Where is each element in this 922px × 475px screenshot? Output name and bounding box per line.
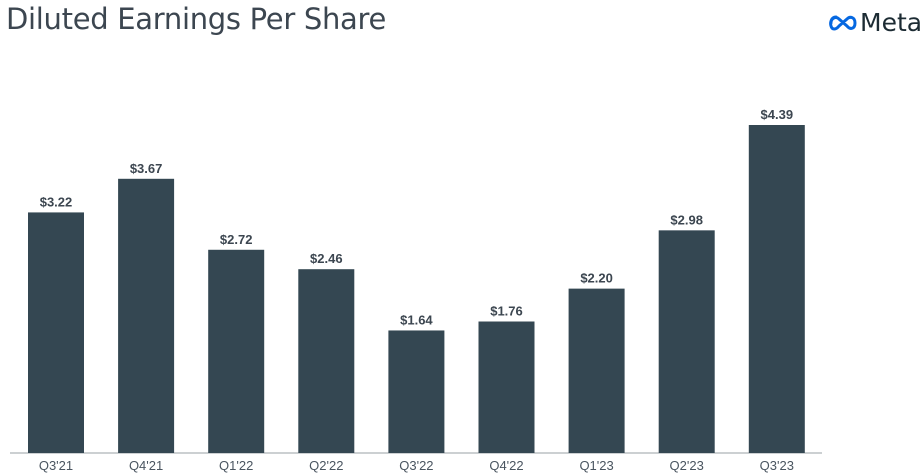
bar-6	[568, 288, 625, 453]
data-label: $1.64	[400, 312, 433, 327]
bar-0	[28, 212, 84, 453]
meta-infinity-icon	[829, 15, 857, 30]
bar-8	[748, 125, 805, 453]
x-tick-label: Q1'22	[219, 458, 253, 473]
x-tick-label: Q4'22	[489, 458, 523, 473]
meta-logo: Meta	[829, 8, 922, 37]
bar-5	[478, 321, 535, 453]
data-label: $3.67	[130, 161, 163, 176]
x-tick-label: Q1'23	[579, 458, 613, 473]
data-label: $2.20	[580, 271, 613, 286]
bar-2	[208, 249, 265, 453]
bar-4	[388, 330, 445, 453]
bar-7	[658, 230, 715, 453]
data-label: $1.76	[490, 304, 523, 319]
x-tick-label: Q4'21	[129, 458, 163, 473]
logo-text: Meta	[860, 8, 922, 37]
x-tick-label: Q2'22	[309, 458, 343, 473]
data-label: $2.72	[220, 232, 253, 247]
x-tick-label: Q3'22	[399, 458, 433, 473]
page-title: Diluted Earnings Per Share	[6, 2, 387, 36]
bar-1	[118, 178, 175, 453]
bar-3	[298, 269, 355, 453]
data-label: $2.98	[670, 212, 703, 227]
data-label: $2.46	[310, 251, 343, 266]
x-tick-label: Q2'23	[670, 458, 704, 473]
x-tick-label: Q3'21	[39, 458, 73, 473]
x-tick-label: Q3'23	[760, 458, 794, 473]
data-label: $3.22	[40, 194, 73, 209]
data-label: $4.39	[761, 107, 794, 122]
